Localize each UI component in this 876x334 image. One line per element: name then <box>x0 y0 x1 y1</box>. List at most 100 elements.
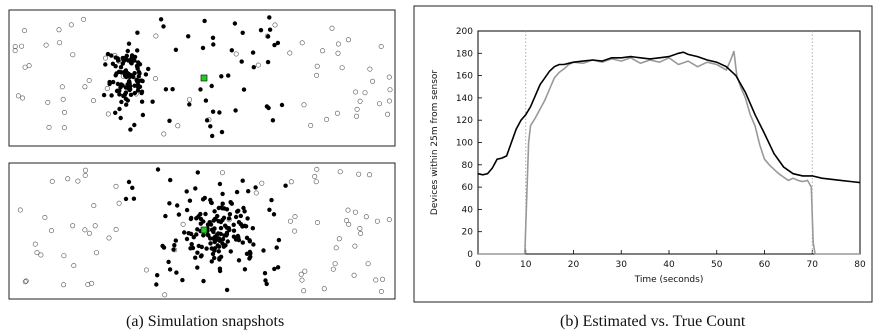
device-dot-outside <box>379 276 385 282</box>
device-dot-inside <box>124 53 129 58</box>
device-dot-inside <box>128 92 134 98</box>
device-dot-outside <box>91 203 97 209</box>
device-dot-outside <box>299 40 305 46</box>
device-dot-inside <box>267 27 273 32</box>
device-dot-inside <box>173 238 178 243</box>
device-dot-inside <box>137 71 142 76</box>
device-dot-outside <box>12 48 18 54</box>
device-dot-inside <box>224 207 230 212</box>
device-dot-inside <box>143 72 149 77</box>
device-dot-inside <box>238 213 243 219</box>
device-dot-inside <box>228 200 233 205</box>
device-dot-outside <box>85 281 91 287</box>
device-dot-inside <box>250 226 255 231</box>
y-axis-label: Devices within 25m from sensor <box>430 70 440 215</box>
device-dot-outside <box>330 266 336 272</box>
device-dot-outside <box>362 90 368 96</box>
device-dot-inside <box>175 203 180 208</box>
device-dot-inside <box>135 48 140 53</box>
device-dot-inside <box>189 231 194 237</box>
device-dot-outside <box>386 74 392 80</box>
device-dot-inside <box>272 42 277 48</box>
device-dot-inside <box>243 224 249 229</box>
y-tick-label: 140 <box>456 94 473 104</box>
device-dot-outside <box>86 230 92 236</box>
device-dot-inside <box>124 102 129 107</box>
device-dot-outside <box>19 95 25 101</box>
device-dot-inside <box>283 183 288 188</box>
device-dot-inside <box>267 15 272 20</box>
device-dot-inside <box>122 92 128 97</box>
device-dot-outside <box>301 102 307 108</box>
device-dot-inside <box>233 237 239 242</box>
device-dot-outside <box>104 86 110 92</box>
device-dot-outside <box>336 236 342 242</box>
device-dot-inside <box>191 235 196 240</box>
device-dot-inside <box>155 273 160 278</box>
x-tick-label: 70 <box>807 260 819 270</box>
device-dot-inside <box>231 228 237 233</box>
device-dot-inside <box>126 86 132 92</box>
device-dot-outside <box>161 131 167 137</box>
device-dot-inside <box>219 74 224 79</box>
device-dot-outside <box>314 72 320 78</box>
device-dot-outside <box>86 78 92 84</box>
device-dot-inside <box>198 211 203 217</box>
device-dot-inside <box>132 83 137 88</box>
device-dot-inside <box>128 73 134 78</box>
device-dot-inside <box>276 237 282 243</box>
device-dot-outside <box>19 43 25 49</box>
y-tick-label: 40 <box>462 205 474 215</box>
device-dot-inside <box>135 66 140 71</box>
device-dot-outside <box>32 241 38 247</box>
snapshot-bottom-panel <box>8 162 396 300</box>
device-dot-outside <box>105 111 111 117</box>
device-dot-inside <box>220 201 225 206</box>
device-dot-inside <box>236 208 241 213</box>
device-dot-outside <box>352 209 358 215</box>
device-dot-inside <box>275 40 281 46</box>
device-dot-inside <box>195 265 200 270</box>
device-dot-outside <box>374 218 380 224</box>
caption-right: (b) Estimated vs. True Count <box>560 313 746 330</box>
device-dot-inside <box>203 211 208 217</box>
device-dot-outside <box>357 98 363 104</box>
device-dot-inside <box>218 219 224 225</box>
device-dot-inside <box>203 98 209 103</box>
device-dot-outside <box>22 64 28 70</box>
y-tick-label: 100 <box>456 139 473 149</box>
device-dot-inside <box>212 255 217 261</box>
device-dot-inside <box>114 88 120 94</box>
device-dot-outside <box>313 179 319 185</box>
device-dot-inside <box>146 66 151 72</box>
device-dot-outside <box>21 28 27 34</box>
device-dot-outside <box>46 124 52 130</box>
device-dot-inside <box>199 244 204 250</box>
device-dot-outside <box>70 223 76 229</box>
device-dot-outside <box>106 235 112 241</box>
device-dot-inside <box>111 79 116 85</box>
device-dot-inside <box>210 35 216 40</box>
device-dot-inside <box>200 197 206 202</box>
device-dot-outside <box>259 180 265 186</box>
device-dot-inside <box>110 61 116 66</box>
device-dot-inside <box>119 99 124 105</box>
device-dot-inside <box>167 201 172 206</box>
device-dot-inside <box>189 215 194 221</box>
device-dot-inside <box>264 281 269 287</box>
device-dot-inside <box>226 216 232 221</box>
device-dot-outside <box>351 272 357 278</box>
device-dot-inside <box>195 227 200 232</box>
device-dot-inside <box>223 223 228 228</box>
device-dot-inside <box>126 79 132 84</box>
device-dot-outside <box>358 231 364 237</box>
device-dot-inside <box>208 241 213 246</box>
device-dot-inside <box>187 102 192 107</box>
device-dot-inside <box>117 92 122 97</box>
device-dot-inside <box>167 118 172 124</box>
device-dot-inside <box>166 259 171 265</box>
device-dot-outside <box>308 123 314 129</box>
device-dot-inside <box>201 233 206 238</box>
device-dot-inside <box>208 200 214 205</box>
device-dot-inside <box>217 181 223 187</box>
